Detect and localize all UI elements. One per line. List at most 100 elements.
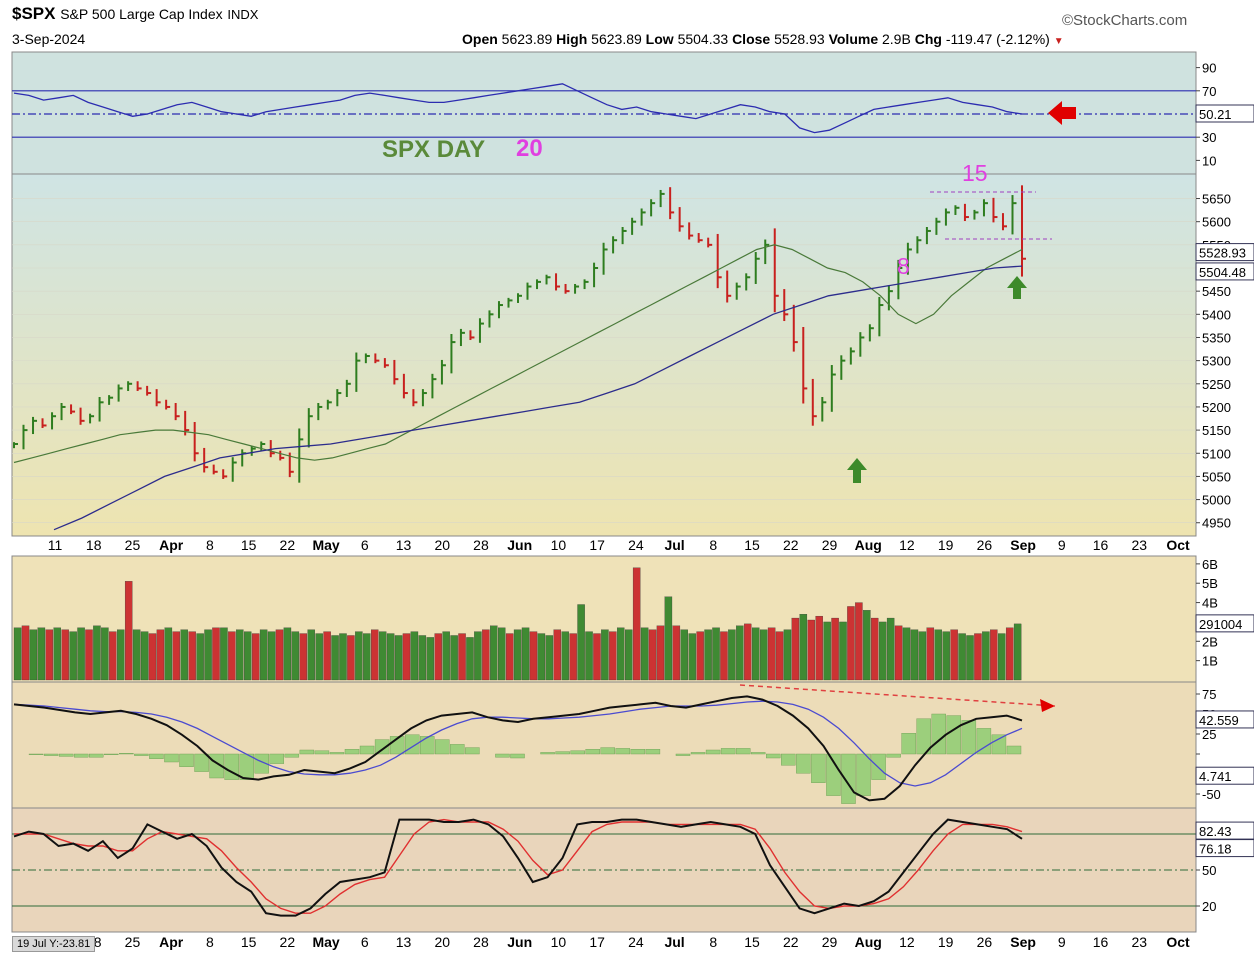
volume-bar [490, 625, 498, 681]
macd-hist-bar [510, 753, 525, 759]
high-label: High [556, 31, 588, 47]
chart-date: 3-Sep-2024 [12, 31, 86, 47]
volume-bar [680, 629, 688, 681]
volume-bar [958, 633, 966, 681]
volume-bar [569, 633, 577, 681]
volume-bar [323, 631, 331, 681]
volume-bar [53, 627, 61, 681]
volume-bar [982, 631, 990, 681]
macd-hist-bar [645, 749, 661, 755]
x-tick-label: 22 [783, 537, 799, 553]
volume-bar [434, 633, 442, 681]
macd-hist-bar [615, 748, 631, 755]
macd-hist-bar [976, 728, 992, 755]
macd-hist-bar [104, 753, 119, 755]
volume-bar [632, 567, 641, 681]
volume-bar [37, 627, 46, 681]
x-tick-label: 16 [1093, 537, 1109, 553]
macd-hist-bar [796, 753, 811, 774]
volume-bar [728, 629, 736, 681]
high-value: 5623.89 [591, 31, 642, 47]
x-tick-label: 10 [551, 537, 567, 553]
volume-bar [13, 627, 22, 681]
x-tick-label: 11 [48, 537, 63, 553]
price-ma-label-box [1195, 262, 1254, 281]
volume-bar [331, 635, 339, 681]
stoch-d-label-box [1195, 839, 1254, 858]
price-ma-label: 5504.48 [1199, 265, 1246, 280]
price-tick-5150: 5150 [1202, 423, 1231, 438]
volume-bar [704, 629, 712, 681]
volume-bar [109, 631, 117, 681]
macd-hist-bar [344, 749, 360, 755]
macd-hist-bar [931, 713, 946, 755]
green-arrow-up-icon-2 [1007, 276, 1027, 299]
volume-bar [45, 629, 54, 681]
volume-bar [577, 604, 585, 681]
volume-bar [418, 635, 427, 681]
x-tick-label: 25 [125, 537, 141, 553]
macd-hist-bar [164, 753, 179, 763]
volume-bar [950, 629, 958, 681]
x-tick-label: Apr [159, 537, 184, 553]
volume-bar [307, 629, 315, 681]
macd-hist-bar [555, 751, 570, 755]
volume-bar [172, 631, 181, 681]
brand-link[interactable]: ©StockCharts.com [1062, 12, 1188, 29]
volume-bar [291, 631, 300, 681]
volume-bar [624, 629, 633, 681]
open-value: 5623.89 [501, 31, 553, 47]
macd-hist-bar [119, 753, 134, 755]
volume-bar [394, 635, 403, 681]
x-tick-label: 8 [206, 537, 214, 553]
volume-bar [410, 631, 419, 681]
macd-hist-bar [89, 753, 104, 758]
x-tick-label: 15 [744, 537, 760, 553]
x-tick-label: Jun [507, 934, 532, 950]
price-tick-5000: 5000 [1202, 493, 1231, 508]
macd-hist-bar [991, 734, 1007, 755]
volume-bar [148, 633, 157, 681]
ma-fast-line [13, 244, 1023, 464]
price-tick-4950: 4950 [1202, 516, 1231, 531]
volume-bar [537, 633, 546, 681]
macd-hist-bar [450, 744, 465, 755]
x-tick-label: 26 [977, 934, 993, 950]
volume-bar [656, 625, 665, 681]
volume-bar [831, 617, 839, 681]
volume-bar [529, 631, 538, 681]
volume-bar [220, 627, 228, 681]
price-panel [11, 173, 1197, 537]
macd-line [13, 695, 1023, 802]
ma-slow-line [53, 265, 1023, 531]
volume-bar [990, 629, 998, 681]
macd-hist-bar [299, 749, 315, 755]
x-tick-label: 6 [361, 537, 369, 553]
macd-hist-bar [735, 748, 751, 755]
price-tick-5600: 5600 [1202, 215, 1231, 230]
volume-bar [85, 629, 93, 681]
volume-bar [918, 631, 927, 681]
x-tick-label: 25 [125, 934, 141, 950]
volume-bar [688, 633, 696, 681]
macd-hist-bar [826, 753, 841, 796]
volume-bar [458, 633, 466, 681]
x-tick-label: 6 [361, 934, 369, 950]
volume-bar [339, 633, 347, 681]
volume-bar [188, 631, 196, 681]
macd-hist-bar [254, 753, 269, 774]
volume-bar [442, 631, 450, 681]
open-label: Open [462, 31, 498, 47]
vol-value-label-box [1195, 614, 1254, 633]
price-tick-5650: 5650 [1202, 192, 1231, 207]
volume-bar [878, 621, 887, 681]
divergence-arrowhead-icon [1040, 699, 1055, 712]
price-close-label-box [1195, 243, 1254, 262]
macd-value-label: 42.559 [1199, 713, 1239, 728]
vol-tick-2: 2B [1202, 634, 1218, 649]
x-tick-label: 22 [280, 537, 296, 553]
macd-hist-bar [435, 739, 450, 755]
volume-layer: 1B2B3B4B5B6B291004 [13, 557, 1254, 681]
macd-hist-bar [465, 747, 480, 755]
